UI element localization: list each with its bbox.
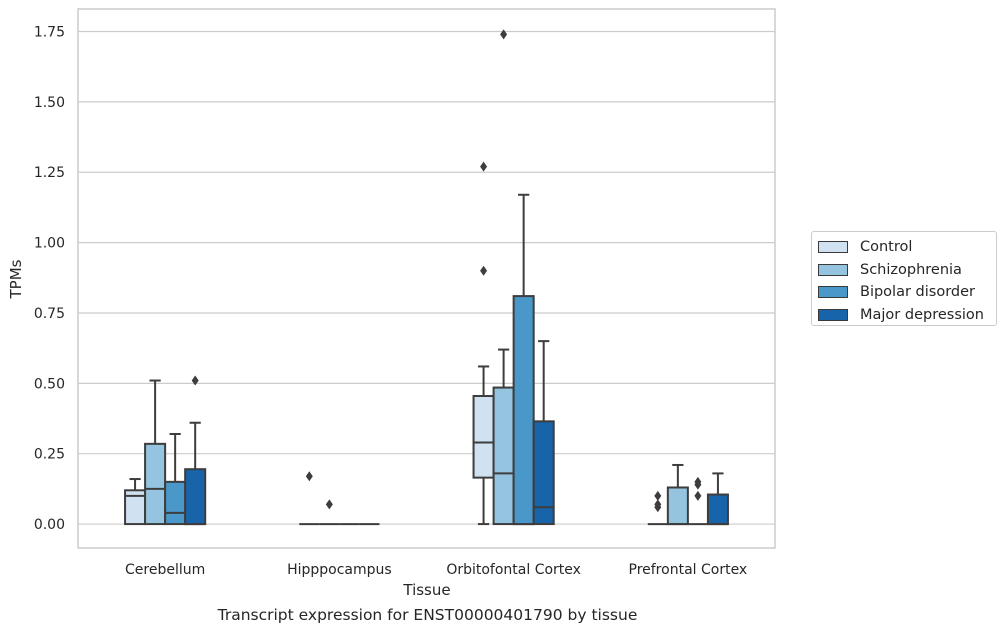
legend: Control Schizophrenia Bipolar disorder Majo… bbox=[811, 231, 997, 326]
y-axis-ticks: 0.00 0.25 0.50 0.75 1.00 1.25 1.50 1.75 bbox=[34, 25, 65, 534]
box-body bbox=[472, 395, 495, 479]
plot-border bbox=[77, 8, 776, 549]
y-tick-label: 1.50 bbox=[34, 95, 65, 111]
legend-label: Major depression bbox=[860, 306, 984, 323]
box-major-depression bbox=[706, 472, 729, 526]
outlier-marker bbox=[654, 490, 662, 501]
legend-item: Major depression bbox=[818, 304, 996, 327]
legend-item: Control bbox=[818, 236, 996, 259]
legend-label: Schizophrenia bbox=[860, 261, 962, 278]
y-tick-label: 1.75 bbox=[34, 25, 65, 41]
legend-swatch bbox=[818, 241, 848, 254]
box-schizophrenia bbox=[492, 29, 515, 526]
x-axis-ticks: Cerebellum Hipppocampus Orbitofontal Corte… bbox=[125, 562, 747, 578]
box-schizophrenia bbox=[144, 379, 167, 526]
outlier-marker bbox=[325, 499, 333, 510]
legend-item: Bipolar disorder bbox=[818, 281, 996, 304]
y-tick-label: 1.00 bbox=[34, 236, 65, 252]
box-control bbox=[299, 471, 320, 526]
x-tick-label: Orbitofontal Cortex bbox=[446, 562, 581, 578]
legend-swatch bbox=[818, 308, 848, 321]
outlier-marker bbox=[654, 499, 662, 510]
box-body bbox=[492, 386, 515, 526]
y-tick-label: 0.00 bbox=[34, 517, 65, 533]
y-tick-label: 0.75 bbox=[34, 306, 65, 322]
outlier-marker bbox=[191, 375, 199, 386]
legend-item: Schizophrenia bbox=[818, 259, 996, 282]
box-series bbox=[124, 29, 729, 526]
box-major-depression bbox=[184, 375, 207, 526]
box-body bbox=[164, 480, 187, 526]
box-schizophrenia bbox=[319, 499, 340, 526]
box-body bbox=[144, 442, 167, 526]
box-body bbox=[666, 486, 689, 526]
box-major-depression bbox=[532, 340, 555, 526]
legend-label: Control bbox=[860, 239, 913, 256]
legend-swatch bbox=[818, 263, 848, 276]
y-tick-label: 1.25 bbox=[34, 165, 65, 181]
chart-caption: Transcript expression for ENST0000040179… bbox=[217, 606, 638, 624]
box-control bbox=[472, 161, 495, 526]
outlier-marker bbox=[500, 29, 508, 40]
box-bipolar-disorder bbox=[512, 193, 535, 526]
box-control bbox=[647, 490, 668, 526]
grid-lines bbox=[78, 30, 775, 525]
box-control bbox=[124, 478, 147, 526]
box-bipolar-disorder bbox=[164, 433, 187, 526]
legend-swatch bbox=[818, 286, 848, 299]
box-body bbox=[184, 468, 207, 526]
box-body bbox=[512, 295, 535, 526]
box-bipolar-disorder bbox=[687, 476, 708, 526]
outlier-marker bbox=[305, 471, 313, 482]
box-schizophrenia bbox=[666, 463, 689, 526]
legend-label: Bipolar disorder bbox=[860, 284, 975, 301]
outlier-marker bbox=[694, 490, 702, 501]
plot-frame bbox=[77, 8, 776, 549]
y-axis-title: TPMs bbox=[7, 259, 25, 299]
x-axis-title: Tissue bbox=[402, 581, 450, 599]
y-tick-label: 0.50 bbox=[34, 376, 65, 392]
outlier-marker bbox=[480, 265, 488, 276]
x-tick-label: Prefrontal Cortex bbox=[629, 562, 748, 578]
outlier-marker bbox=[480, 161, 488, 172]
box-body bbox=[706, 493, 729, 526]
x-tick-label: Cerebellum bbox=[125, 562, 205, 578]
y-tick-label: 0.25 bbox=[34, 447, 65, 463]
x-tick-label: Hipppocampus bbox=[287, 562, 392, 578]
box-body bbox=[532, 420, 555, 526]
outlier-marker bbox=[694, 476, 702, 487]
